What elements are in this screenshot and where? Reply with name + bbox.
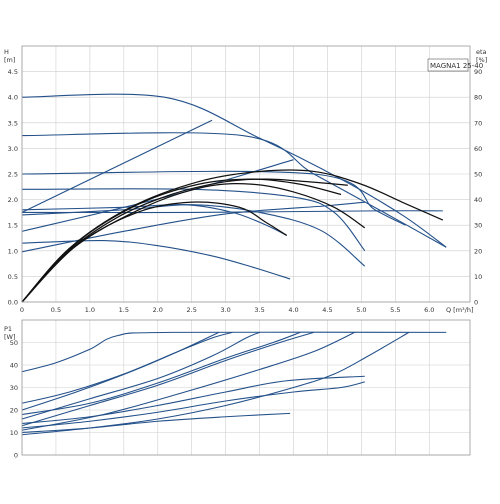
y2-tick-label: 10 — [474, 273, 482, 281]
power-curve-series-7 — [21, 331, 355, 431]
y2-tick-label: 50 — [474, 171, 482, 179]
y2-tick-label: 70 — [474, 119, 482, 127]
x-tick-label: 5.5 — [390, 306, 400, 314]
x-tick-label: 3.5 — [254, 306, 264, 314]
y-tick-label: 0.0 — [8, 299, 18, 307]
x-tick-label: 1.5 — [119, 306, 129, 314]
x-tick-label: 4.5 — [322, 306, 332, 314]
chart-title: MAGNA1 25-40 — [430, 62, 483, 70]
y-axis-label-p1: P1 [W] — [4, 325, 16, 341]
x-tick-label: 2.0 — [153, 306, 163, 314]
power-curve-series-4 — [21, 381, 365, 429]
y2-tick-label: 0 — [474, 299, 478, 307]
bottom-panel-ticks: 0 10 20 30 40 50 — [10, 339, 18, 460]
x-tick-label: 0 — [20, 306, 24, 314]
head-curve-series-10 — [21, 188, 366, 252]
x-axis-label-q: Q [m³/h] — [446, 306, 474, 314]
x-tick-label: 3.0 — [220, 306, 230, 314]
p1-tick-label: 30 — [10, 384, 18, 392]
power-curve-series-0 — [21, 331, 447, 373]
y-tick-label: 1.5 — [8, 222, 18, 230]
y-tick-label: 3.5 — [8, 119, 18, 127]
power-curve-series-10 — [21, 331, 220, 411]
power-curve-series-8 — [21, 331, 315, 427]
p1-tick-label: 40 — [10, 362, 18, 370]
x-tick-label: 1.0 — [85, 306, 95, 314]
top-panel-ticks: 0 0.5 1.0 1.5 2.0 2.5 3.0 3.5 4.0 4.5 5.0 5.5 6.0 0.0… — [8, 68, 483, 314]
head-curve-series-0 — [21, 93, 447, 248]
power-curve-series-9 — [21, 331, 260, 420]
p1-tick-label: 20 — [10, 407, 18, 415]
head-curve-series-2 — [21, 170, 406, 226]
p1-tick-label: 10 — [10, 429, 18, 437]
power-curve-series-6 — [21, 331, 410, 436]
top-panel-frame — [21, 45, 471, 303]
power-curve-series-3 — [21, 375, 365, 425]
y-axis-label-h: H [m] — [4, 48, 15, 64]
y-tick-label: 2.0 — [8, 196, 18, 204]
y-tick-label: 4.5 — [8, 68, 18, 76]
head-curve-series-15 — [21, 178, 342, 303]
top-panel-series — [21, 93, 447, 303]
p1-tick-label: 0 — [14, 452, 18, 460]
head-curve-series-6 — [21, 239, 291, 280]
y-tick-label: 1.0 — [8, 247, 18, 255]
x-tick-label: 0.5 — [51, 306, 61, 314]
x-tick-label: 5.0 — [356, 306, 366, 314]
power-curve-series-5 — [21, 412, 291, 434]
y2-tick-label: 90 — [474, 68, 482, 76]
y-tick-label: 3.0 — [8, 145, 18, 153]
x-tick-label: 2.5 — [187, 306, 197, 314]
y-tick-label: 4.0 — [8, 94, 18, 102]
y-tick-label: 2.5 — [8, 171, 18, 179]
head-curve-series-7 — [21, 210, 443, 214]
head-curve-series-5 — [21, 204, 287, 236]
y2-tick-label: 80 — [474, 94, 482, 102]
bottom-panel-series — [21, 331, 447, 436]
x-tick-label: 4.0 — [288, 306, 298, 314]
y2-tick-label: 20 — [474, 247, 482, 255]
head-curve-series-14 — [21, 183, 366, 303]
x-tick-label: 6.0 — [424, 306, 434, 314]
head-curve-series-3 — [21, 119, 213, 213]
head-curve-series-9 — [21, 204, 366, 267]
y2-tick-label: 30 — [474, 222, 482, 230]
y2-axis-label-eta: eta [%] — [476, 48, 487, 64]
p1-tick-label: 50 — [10, 339, 18, 347]
y2-tick-label: 60 — [474, 145, 482, 153]
y2-tick-label: 40 — [474, 196, 482, 204]
model-label-box — [427, 58, 469, 72]
head-curve-series-4 — [21, 159, 294, 232]
y-tick-label: 0.5 — [8, 273, 18, 281]
bottom-panel-frame — [21, 319, 471, 456]
head-curve-series-1 — [21, 132, 447, 248]
power-curve-series-2 — [21, 331, 301, 416]
